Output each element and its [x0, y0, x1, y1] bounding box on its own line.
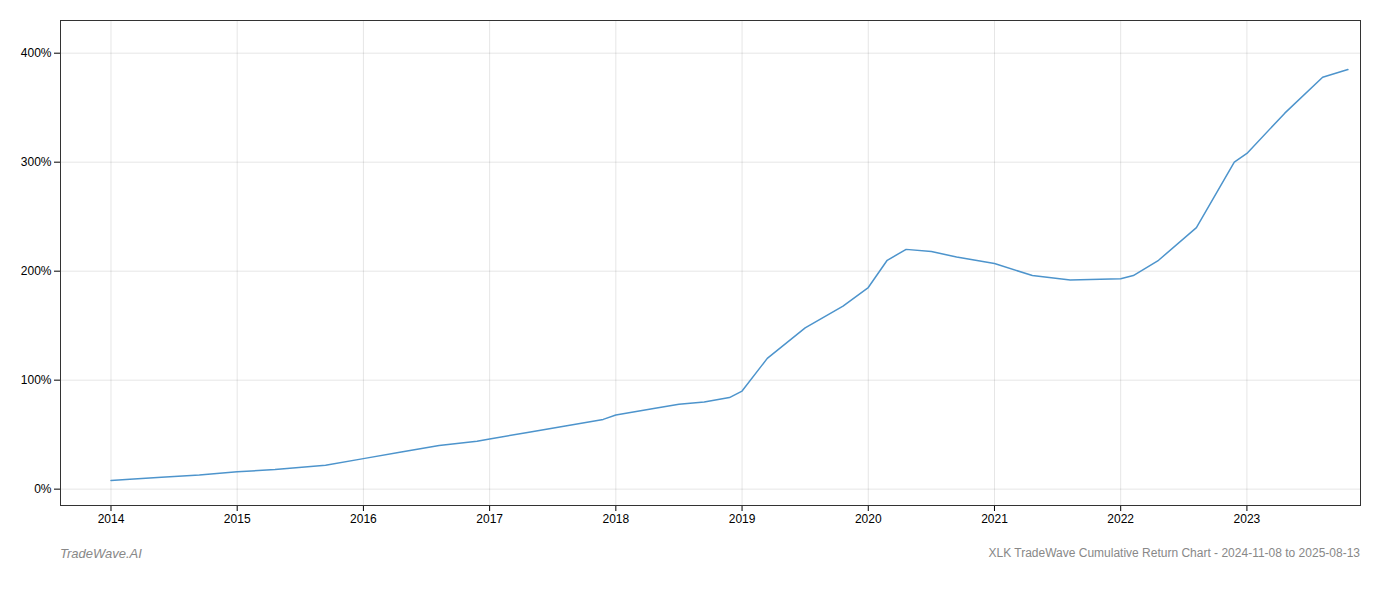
html-text:XLK TradeWave Cumulative Retur: XLK TradeWave Cumulative Return Chart - … [988, 546, 1360, 560]
svg-text:2015: 2015 [224, 512, 251, 526]
svg-text:2022: 2022 [1107, 512, 1134, 526]
svg-text:0%: 0% [34, 482, 52, 496]
svg-text:100%: 100% [21, 373, 52, 387]
svg-text:2019: 2019 [729, 512, 756, 526]
svg-text:2016: 2016 [350, 512, 377, 526]
svg-text:2017: 2017 [476, 512, 503, 526]
svg-text:300%: 300% [21, 155, 52, 169]
svg-text:2014: 2014 [98, 512, 125, 526]
svg-text:2020: 2020 [855, 512, 882, 526]
svg-text:2018: 2018 [602, 512, 629, 526]
svg-text:400%: 400% [21, 46, 52, 60]
svg-text:2021: 2021 [981, 512, 1008, 526]
html-text:TradeWave.AI: TradeWave.AI [60, 546, 142, 561]
svg-text:2023: 2023 [1234, 512, 1261, 526]
svg-text:200%: 200% [21, 264, 52, 278]
